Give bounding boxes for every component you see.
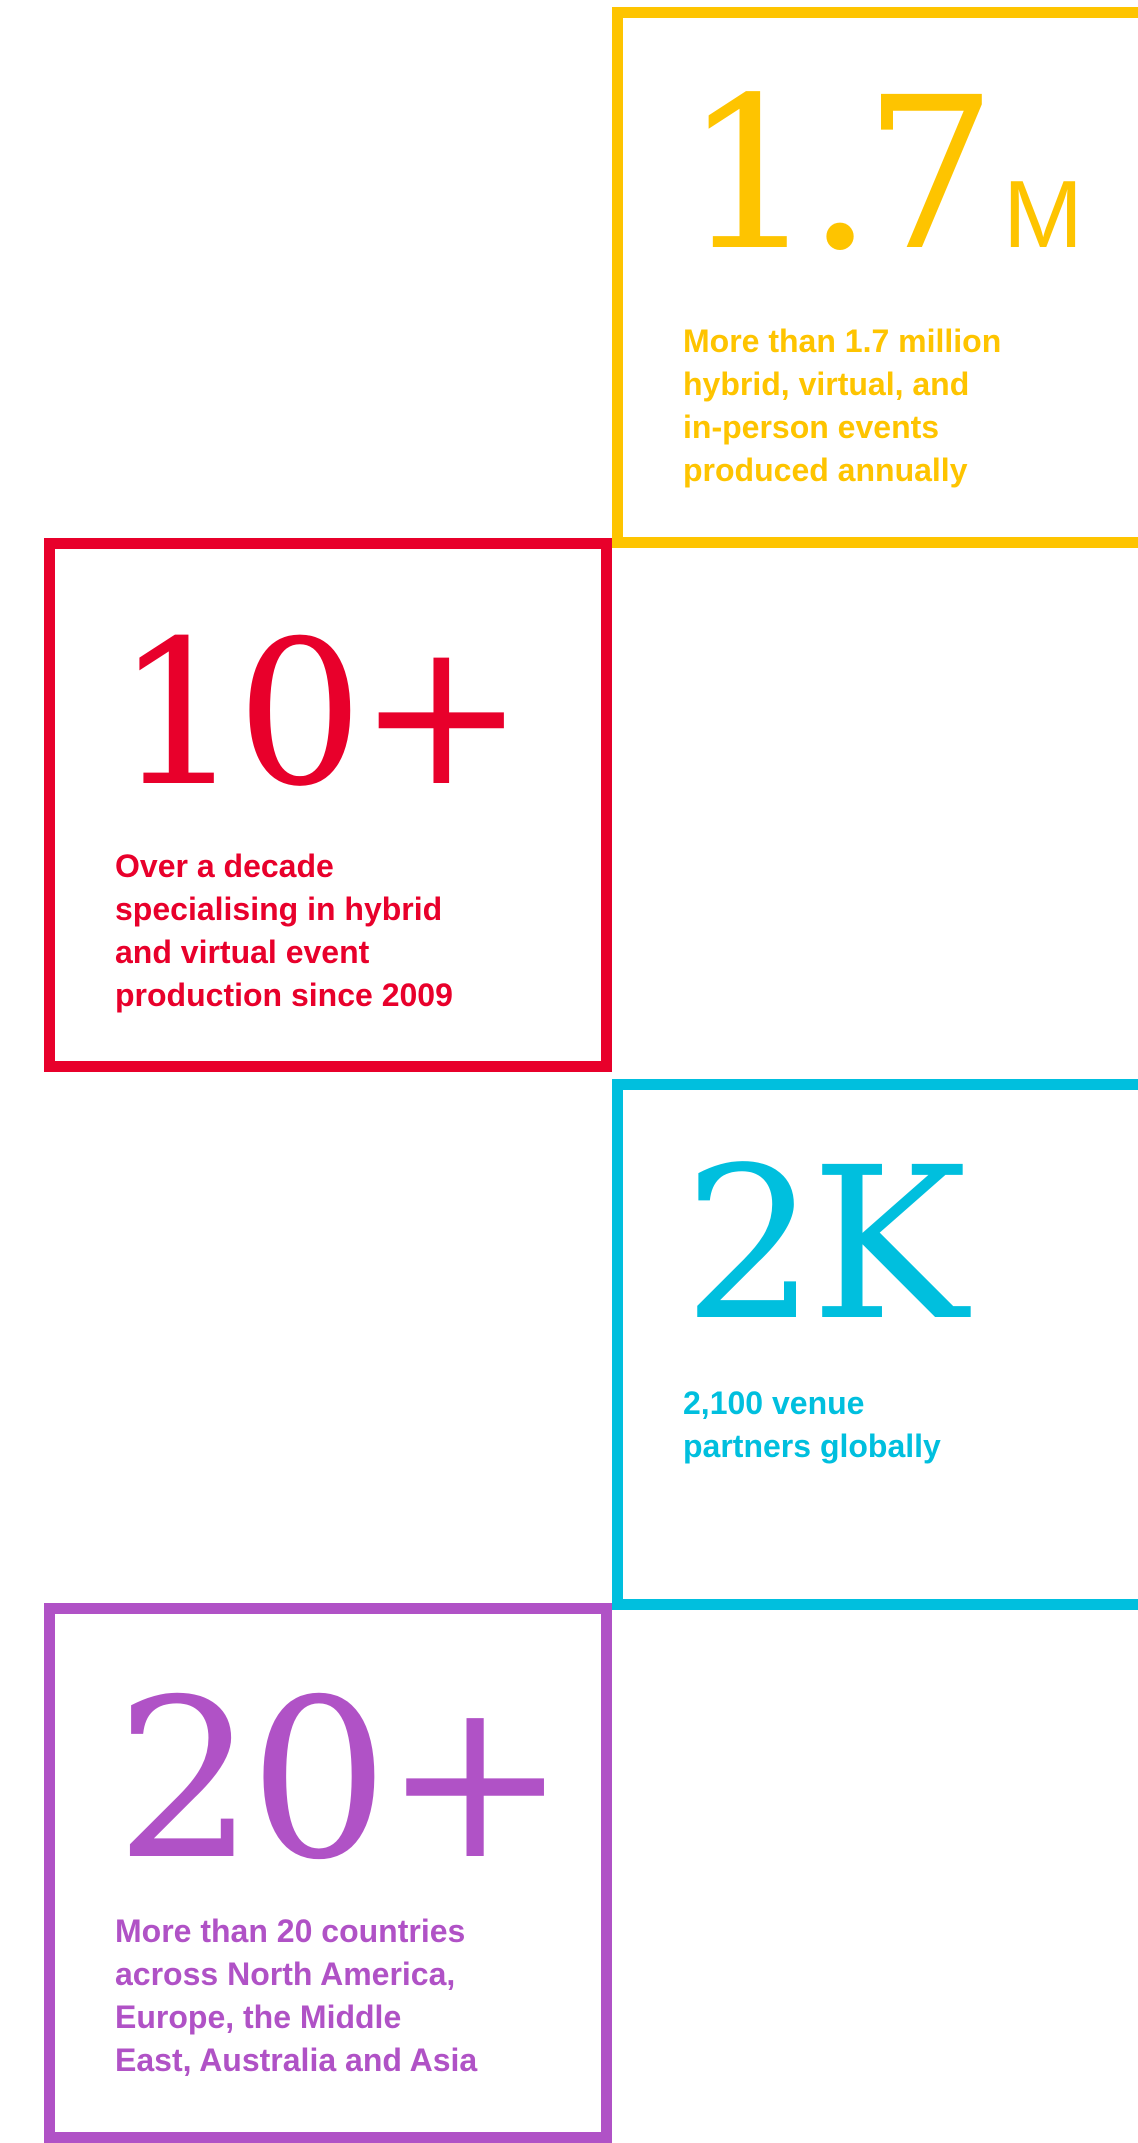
stat-description-venues: 2,100 venue partners globally <box>683 1385 941 1464</box>
stat-number-events: 1.7 M <box>683 70 1083 280</box>
stat-card-events: 1.7 M More than 1.7 million hybrid, virtua… <box>612 7 1138 548</box>
stat-description-decade: Over a decade specialising in hybrid and v… <box>115 848 453 1013</box>
stat-number-venues: 2K <box>683 1122 967 1367</box>
stat-description-countries: More than 20 countries across North Ameri… <box>115 1913 478 2078</box>
stat-number-decade: 10+ <box>115 598 525 831</box>
stat-card-decade: 10+ Over a decade specialising in hybrid a… <box>44 538 612 1072</box>
stat-card-countries: 20+ More than 20 countries across North A… <box>44 1603 612 2143</box>
stat-number-value: 1.7 <box>683 52 997 297</box>
stat-number-countries: 20+ <box>115 1652 567 1908</box>
stat-number-unit: M <box>1002 161 1083 268</box>
stat-card-venues: 2K 2,100 venue partners globally <box>612 1079 1138 1610</box>
stat-description-events: More than 1.7 million hybrid, virtual, an… <box>683 323 1002 488</box>
